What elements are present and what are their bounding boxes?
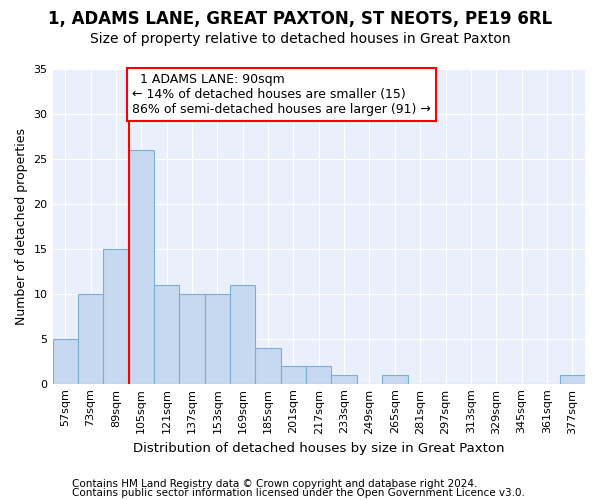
Text: Contains public sector information licensed under the Open Government Licence v3: Contains public sector information licen… xyxy=(72,488,525,498)
Bar xyxy=(331,374,357,384)
Bar xyxy=(78,294,103,384)
X-axis label: Distribution of detached houses by size in Great Paxton: Distribution of detached houses by size … xyxy=(133,442,505,455)
Bar xyxy=(103,249,128,384)
Bar xyxy=(382,374,407,384)
Bar xyxy=(230,285,256,384)
Bar xyxy=(179,294,205,384)
Y-axis label: Number of detached properties: Number of detached properties xyxy=(15,128,28,325)
Bar xyxy=(306,366,331,384)
Bar xyxy=(256,348,281,384)
Bar xyxy=(281,366,306,384)
Bar xyxy=(128,150,154,384)
Bar xyxy=(154,285,179,384)
Bar xyxy=(560,374,585,384)
Text: Contains HM Land Registry data © Crown copyright and database right 2024.: Contains HM Land Registry data © Crown c… xyxy=(72,479,478,489)
Bar xyxy=(205,294,230,384)
Text: Size of property relative to detached houses in Great Paxton: Size of property relative to detached ho… xyxy=(89,32,511,46)
Bar xyxy=(53,338,78,384)
Text: 1, ADAMS LANE, GREAT PAXTON, ST NEOTS, PE19 6RL: 1, ADAMS LANE, GREAT PAXTON, ST NEOTS, P… xyxy=(48,10,552,28)
Text: 1 ADAMS LANE: 90sqm
← 14% of detached houses are smaller (15)
86% of semi-detach: 1 ADAMS LANE: 90sqm ← 14% of detached ho… xyxy=(133,74,431,116)
